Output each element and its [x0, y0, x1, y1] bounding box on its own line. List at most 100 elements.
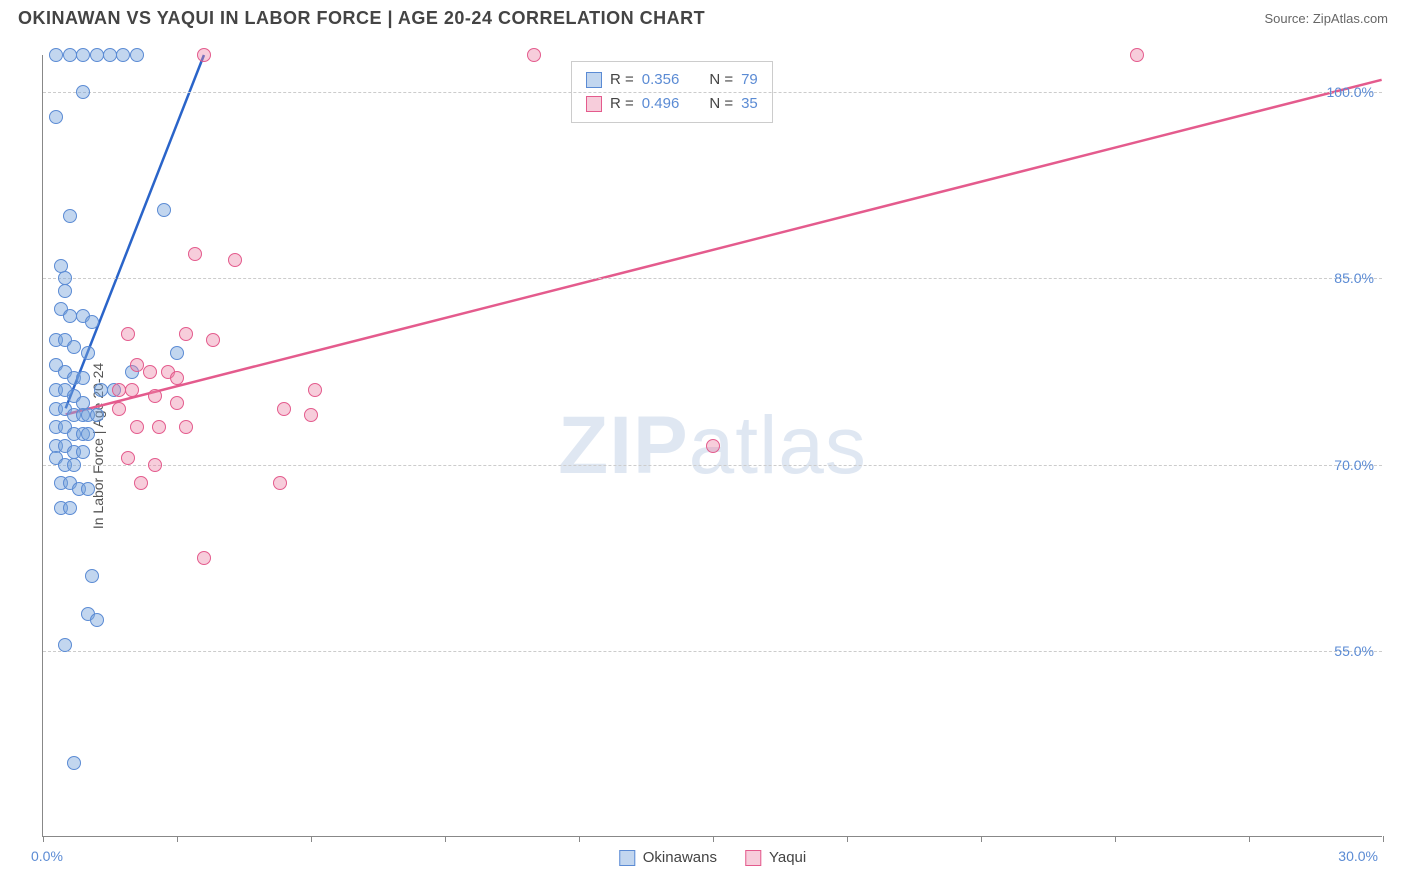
scatter-point — [277, 402, 291, 416]
scatter-point — [197, 48, 211, 62]
scatter-point — [130, 420, 144, 434]
scatter-point — [134, 476, 148, 490]
x-axis-max-label: 30.0% — [1338, 848, 1378, 864]
scatter-point — [152, 420, 166, 434]
x-tick — [579, 836, 580, 842]
scatter-point — [63, 309, 77, 323]
gridline — [43, 465, 1382, 466]
scatter-point — [706, 439, 720, 453]
series-legend: Okinawans Yaqui — [619, 849, 806, 866]
legend-n-label: N = — [709, 92, 733, 116]
legend-swatch — [619, 850, 635, 866]
chart-plot-area: In Labor Force | Age 20-24 ZIPatlas R = … — [42, 55, 1382, 837]
scatter-point — [81, 427, 95, 441]
x-tick — [847, 836, 848, 842]
x-tick — [981, 836, 982, 842]
scatter-point — [148, 389, 162, 403]
legend-n-value: 79 — [741, 68, 758, 92]
scatter-point — [170, 346, 184, 360]
scatter-point — [49, 110, 63, 124]
scatter-point — [188, 247, 202, 261]
x-tick — [43, 836, 44, 842]
scatter-point — [90, 613, 104, 627]
scatter-point — [103, 48, 117, 62]
legend-swatch — [745, 850, 761, 866]
scatter-point — [308, 383, 322, 397]
scatter-point — [157, 203, 171, 217]
scatter-point — [197, 551, 211, 565]
scatter-point — [206, 333, 220, 347]
scatter-point — [63, 209, 77, 223]
scatter-point — [76, 445, 90, 459]
x-tick — [445, 836, 446, 842]
series-legend-label: Yaqui — [769, 849, 806, 866]
scatter-point — [58, 284, 72, 298]
x-axis-min-label: 0.0% — [31, 848, 63, 864]
scatter-point — [179, 327, 193, 341]
trend-line — [66, 80, 1382, 415]
scatter-point — [527, 48, 541, 62]
chart-source: Source: ZipAtlas.com — [1264, 11, 1388, 26]
y-tick-label: 70.0% — [1334, 457, 1374, 473]
scatter-point — [121, 451, 135, 465]
scatter-point — [304, 408, 318, 422]
scatter-point — [81, 346, 95, 360]
x-tick — [311, 836, 312, 842]
legend-r-label: R = — [610, 68, 634, 92]
legend-swatch — [586, 96, 602, 112]
scatter-point — [85, 569, 99, 583]
scatter-point — [143, 365, 157, 379]
legend-r-label: R = — [610, 92, 634, 116]
scatter-point — [63, 48, 77, 62]
scatter-point — [148, 458, 162, 472]
scatter-point — [94, 383, 108, 397]
scatter-point — [85, 315, 99, 329]
scatter-point — [76, 48, 90, 62]
series-legend-item: Yaqui — [745, 849, 806, 866]
legend-swatch — [586, 72, 602, 88]
scatter-point — [170, 396, 184, 410]
x-tick — [177, 836, 178, 842]
chart-title: OKINAWAN VS YAQUI IN LABOR FORCE | AGE 2… — [18, 8, 705, 29]
scatter-point — [67, 458, 81, 472]
scatter-point — [112, 383, 126, 397]
scatter-point — [49, 48, 63, 62]
scatter-point — [67, 340, 81, 354]
gridline — [43, 278, 1382, 279]
scatter-point — [58, 638, 72, 652]
legend-row: R = 0.496 N = 35 — [586, 92, 758, 116]
x-tick — [1383, 836, 1384, 842]
scatter-point — [76, 371, 90, 385]
scatter-point — [112, 402, 126, 416]
scatter-point — [130, 358, 144, 372]
scatter-point — [179, 420, 193, 434]
scatter-point — [125, 383, 139, 397]
chart-header: OKINAWAN VS YAQUI IN LABOR FORCE | AGE 2… — [0, 0, 1406, 33]
scatter-point — [67, 756, 81, 770]
series-legend-item: Okinawans — [619, 849, 717, 866]
scatter-point — [228, 253, 242, 267]
y-tick-label: 85.0% — [1334, 270, 1374, 286]
x-tick — [1249, 836, 1250, 842]
gridline — [43, 92, 1382, 93]
x-tick — [1115, 836, 1116, 842]
scatter-point — [90, 408, 104, 422]
x-tick — [713, 836, 714, 842]
scatter-point — [63, 501, 77, 515]
scatter-point — [130, 48, 144, 62]
series-legend-label: Okinawans — [643, 849, 717, 866]
scatter-point — [116, 48, 130, 62]
scatter-point — [273, 476, 287, 490]
legend-n-value: 35 — [741, 92, 758, 116]
scatter-point — [81, 482, 95, 496]
y-tick-label: 55.0% — [1334, 643, 1374, 659]
y-tick-label: 100.0% — [1327, 84, 1374, 100]
scatter-point — [121, 327, 135, 341]
scatter-point — [170, 371, 184, 385]
scatter-point — [1130, 48, 1144, 62]
legend-r-value: 0.496 — [642, 92, 680, 116]
legend-row: R = 0.356N = 79 — [586, 68, 758, 92]
legend-r-value: 0.356 — [642, 68, 680, 92]
scatter-point — [90, 48, 104, 62]
scatter-point — [76, 85, 90, 99]
